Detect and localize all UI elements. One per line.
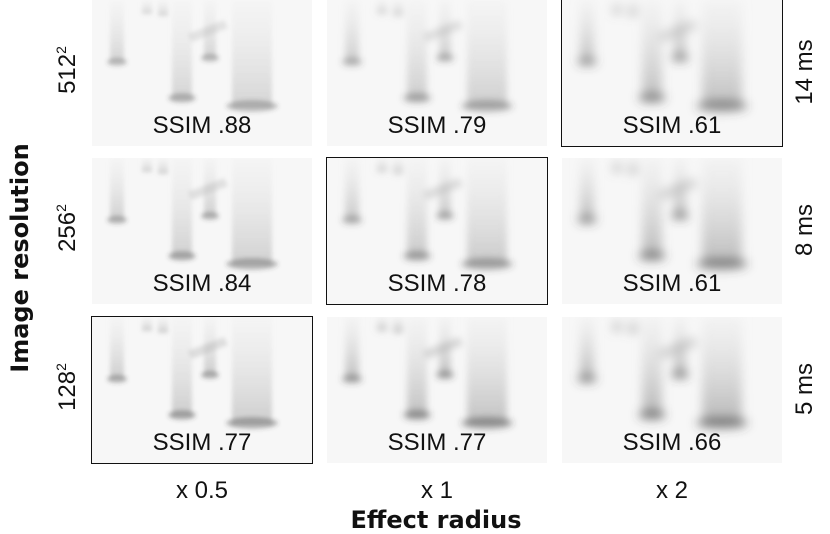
result-panel: SSIM .77 — [327, 317, 547, 463]
result-panel: SSIM .88 — [92, 0, 312, 146]
resolution-exponent: 2 — [53, 363, 69, 371]
resolution-label: 2562 — [53, 204, 82, 252]
y-axis-title: Image resolution — [6, 143, 34, 373]
result-panel: SSIM .78 — [326, 157, 548, 305]
x-axis-title: Effect radius — [350, 506, 522, 534]
result-panel: SSIM .77 — [91, 316, 313, 464]
ambient-occlusion-render — [92, 317, 312, 463]
resolution-base: 256 — [54, 211, 81, 252]
result-panel: SSIM .79 — [327, 0, 547, 146]
resolution-exponent: 2 — [53, 46, 69, 54]
resolution-label: 1282 — [53, 363, 82, 411]
resolution-label: 5122 — [53, 46, 82, 94]
ambient-occlusion-render — [562, 317, 782, 463]
result-panel: SSIM .84 — [92, 158, 312, 304]
ssim-score: SSIM .78 — [387, 270, 487, 297]
resolution-base: 128 — [54, 370, 81, 411]
result-panel: SSIM .61 — [562, 158, 782, 304]
resolution-exponent: 2 — [53, 204, 69, 212]
radius-label: x 0.5 — [175, 477, 229, 504]
radius-label: x 1 — [420, 477, 454, 504]
ssim-score: SSIM .79 — [387, 112, 487, 139]
ssim-score: SSIM .61 — [622, 270, 722, 297]
result-panel: SSIM .61 — [561, 0, 783, 147]
ambient-occlusion-render — [327, 317, 547, 463]
ambient-occlusion-render — [92, 0, 312, 146]
time-label: 5 ms — [791, 362, 818, 416]
ssim-score: SSIM .66 — [622, 429, 722, 456]
time-label: 8 ms — [791, 203, 818, 257]
ambient-occlusion-render — [562, 158, 782, 304]
time-label: 14 ms — [791, 39, 818, 105]
ambient-occlusion-render — [327, 158, 547, 304]
ambient-occlusion-render — [92, 158, 312, 304]
ssim-score: SSIM .61 — [622, 112, 722, 139]
radius-label: x 2 — [655, 477, 689, 504]
resolution-base: 512 — [54, 53, 81, 94]
ssim-score: SSIM .88 — [152, 112, 252, 139]
result-panel: SSIM .66 — [562, 317, 782, 463]
ssim-score: SSIM .77 — [387, 429, 487, 456]
ssim-score: SSIM .84 — [152, 270, 252, 297]
ambient-occlusion-render — [562, 0, 782, 146]
ssim-score: SSIM .77 — [152, 429, 252, 456]
ambient-occlusion-render — [327, 0, 547, 146]
